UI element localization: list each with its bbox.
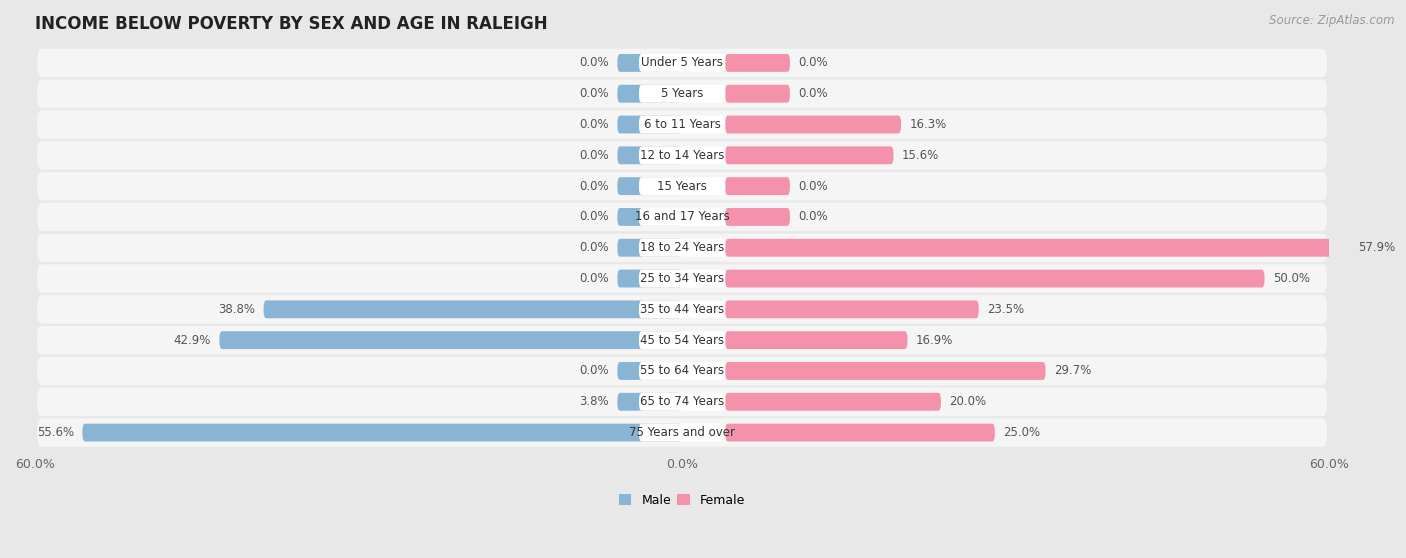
FancyBboxPatch shape [725,146,893,164]
Text: 0.0%: 0.0% [579,210,609,223]
Text: 16 and 17 Years: 16 and 17 Years [634,210,730,223]
FancyBboxPatch shape [617,116,682,133]
FancyBboxPatch shape [638,54,725,72]
Text: 5 Years: 5 Years [661,87,703,100]
FancyBboxPatch shape [37,234,1327,262]
Legend: Male, Female: Male, Female [614,489,751,512]
Text: 16.3%: 16.3% [910,118,946,131]
FancyBboxPatch shape [638,208,725,226]
FancyBboxPatch shape [617,270,682,287]
FancyBboxPatch shape [37,264,1327,293]
Text: 0.0%: 0.0% [799,180,828,193]
Text: 20.0%: 20.0% [949,395,987,408]
Text: 75 Years and over: 75 Years and over [628,426,735,439]
Text: 57.9%: 57.9% [1358,241,1396,254]
FancyBboxPatch shape [638,116,725,133]
FancyBboxPatch shape [219,331,682,349]
Text: 35 to 44 Years: 35 to 44 Years [640,303,724,316]
Text: 18 to 24 Years: 18 to 24 Years [640,241,724,254]
FancyBboxPatch shape [37,418,1327,447]
Text: 50.0%: 50.0% [1274,272,1310,285]
FancyBboxPatch shape [617,362,682,380]
FancyBboxPatch shape [37,110,1327,139]
Text: 55 to 64 Years: 55 to 64 Years [640,364,724,377]
FancyBboxPatch shape [638,177,725,195]
Text: 38.8%: 38.8% [218,303,254,316]
FancyBboxPatch shape [617,85,682,103]
FancyBboxPatch shape [725,393,941,411]
Text: 0.0%: 0.0% [799,56,828,69]
Text: 0.0%: 0.0% [799,210,828,223]
Text: 29.7%: 29.7% [1054,364,1091,377]
FancyBboxPatch shape [638,331,725,349]
FancyBboxPatch shape [37,141,1327,170]
Text: 0.0%: 0.0% [579,364,609,377]
Text: 0.0%: 0.0% [579,56,609,69]
FancyBboxPatch shape [37,49,1327,77]
FancyBboxPatch shape [725,54,790,72]
Text: 25.0%: 25.0% [1004,426,1040,439]
FancyBboxPatch shape [725,208,790,226]
FancyBboxPatch shape [37,203,1327,231]
FancyBboxPatch shape [638,393,725,411]
FancyBboxPatch shape [725,331,907,349]
FancyBboxPatch shape [617,54,682,72]
FancyBboxPatch shape [37,388,1327,416]
FancyBboxPatch shape [638,424,725,441]
FancyBboxPatch shape [725,239,1350,257]
FancyBboxPatch shape [725,300,979,318]
FancyBboxPatch shape [638,270,725,287]
Text: 55.6%: 55.6% [37,426,73,439]
FancyBboxPatch shape [617,208,682,226]
FancyBboxPatch shape [638,300,725,318]
Text: 25 to 34 Years: 25 to 34 Years [640,272,724,285]
Text: 6 to 11 Years: 6 to 11 Years [644,118,720,131]
FancyBboxPatch shape [638,146,725,164]
Text: 42.9%: 42.9% [173,334,211,347]
FancyBboxPatch shape [638,85,725,103]
Text: 0.0%: 0.0% [579,272,609,285]
FancyBboxPatch shape [617,239,682,257]
FancyBboxPatch shape [617,393,682,411]
FancyBboxPatch shape [617,177,682,195]
Text: INCOME BELOW POVERTY BY SEX AND AGE IN RALEIGH: INCOME BELOW POVERTY BY SEX AND AGE IN R… [35,15,547,33]
FancyBboxPatch shape [725,424,995,441]
Text: Under 5 Years: Under 5 Years [641,56,723,69]
FancyBboxPatch shape [37,295,1327,324]
Text: 0.0%: 0.0% [579,149,609,162]
FancyBboxPatch shape [37,80,1327,108]
FancyBboxPatch shape [725,270,1264,287]
Text: 45 to 54 Years: 45 to 54 Years [640,334,724,347]
Text: 15 Years: 15 Years [657,180,707,193]
FancyBboxPatch shape [725,116,901,133]
FancyBboxPatch shape [725,177,790,195]
Text: 0.0%: 0.0% [579,87,609,100]
FancyBboxPatch shape [37,326,1327,354]
FancyBboxPatch shape [83,424,682,441]
FancyBboxPatch shape [37,357,1327,385]
Text: 0.0%: 0.0% [799,87,828,100]
Text: 16.9%: 16.9% [917,334,953,347]
Text: 0.0%: 0.0% [579,241,609,254]
FancyBboxPatch shape [638,362,725,380]
Text: 3.8%: 3.8% [579,395,609,408]
Text: 15.6%: 15.6% [903,149,939,162]
FancyBboxPatch shape [725,85,790,103]
Text: Source: ZipAtlas.com: Source: ZipAtlas.com [1270,14,1395,27]
Text: 0.0%: 0.0% [579,118,609,131]
FancyBboxPatch shape [725,362,1046,380]
Text: 23.5%: 23.5% [987,303,1025,316]
Text: 0.0%: 0.0% [579,180,609,193]
Text: 12 to 14 Years: 12 to 14 Years [640,149,724,162]
FancyBboxPatch shape [638,239,725,257]
FancyBboxPatch shape [263,300,682,318]
Text: 65 to 74 Years: 65 to 74 Years [640,395,724,408]
FancyBboxPatch shape [37,172,1327,200]
FancyBboxPatch shape [617,146,682,164]
